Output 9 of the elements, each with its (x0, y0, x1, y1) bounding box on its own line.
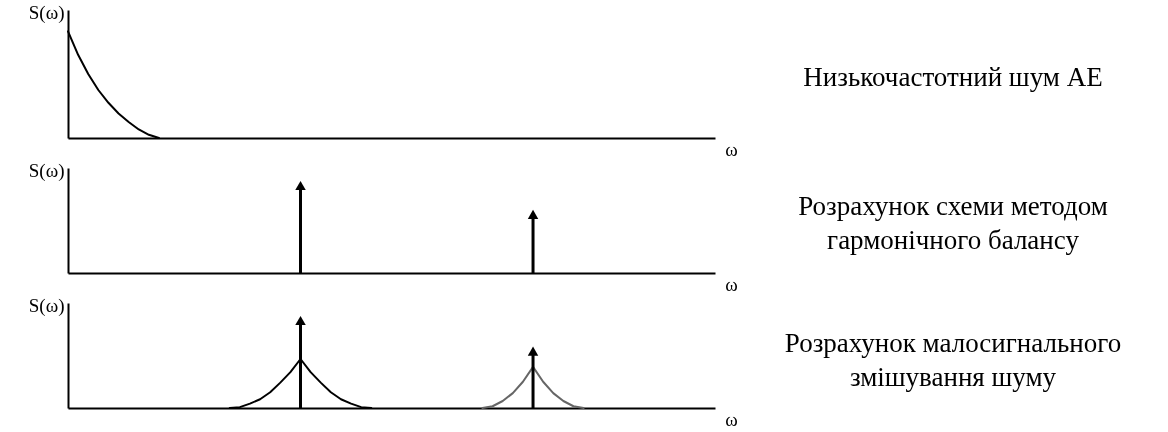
y-axis-title: S(ω) (28, 159, 65, 182)
x-axis-title: ω (725, 408, 738, 430)
y-axis-title: S(ω) (28, 1, 65, 24)
text: Розрахунок малосигнального змішування шуму (783, 326, 1123, 394)
x-axis-title: ω (725, 138, 738, 160)
x-axis-title: ω (725, 273, 738, 295)
text: Розрахунок схеми методом гармонічного балансу (797, 189, 1109, 257)
text: Низькочастотний шум АЕ (802, 61, 1104, 95)
y-axis-title: S(ω) (28, 294, 65, 317)
